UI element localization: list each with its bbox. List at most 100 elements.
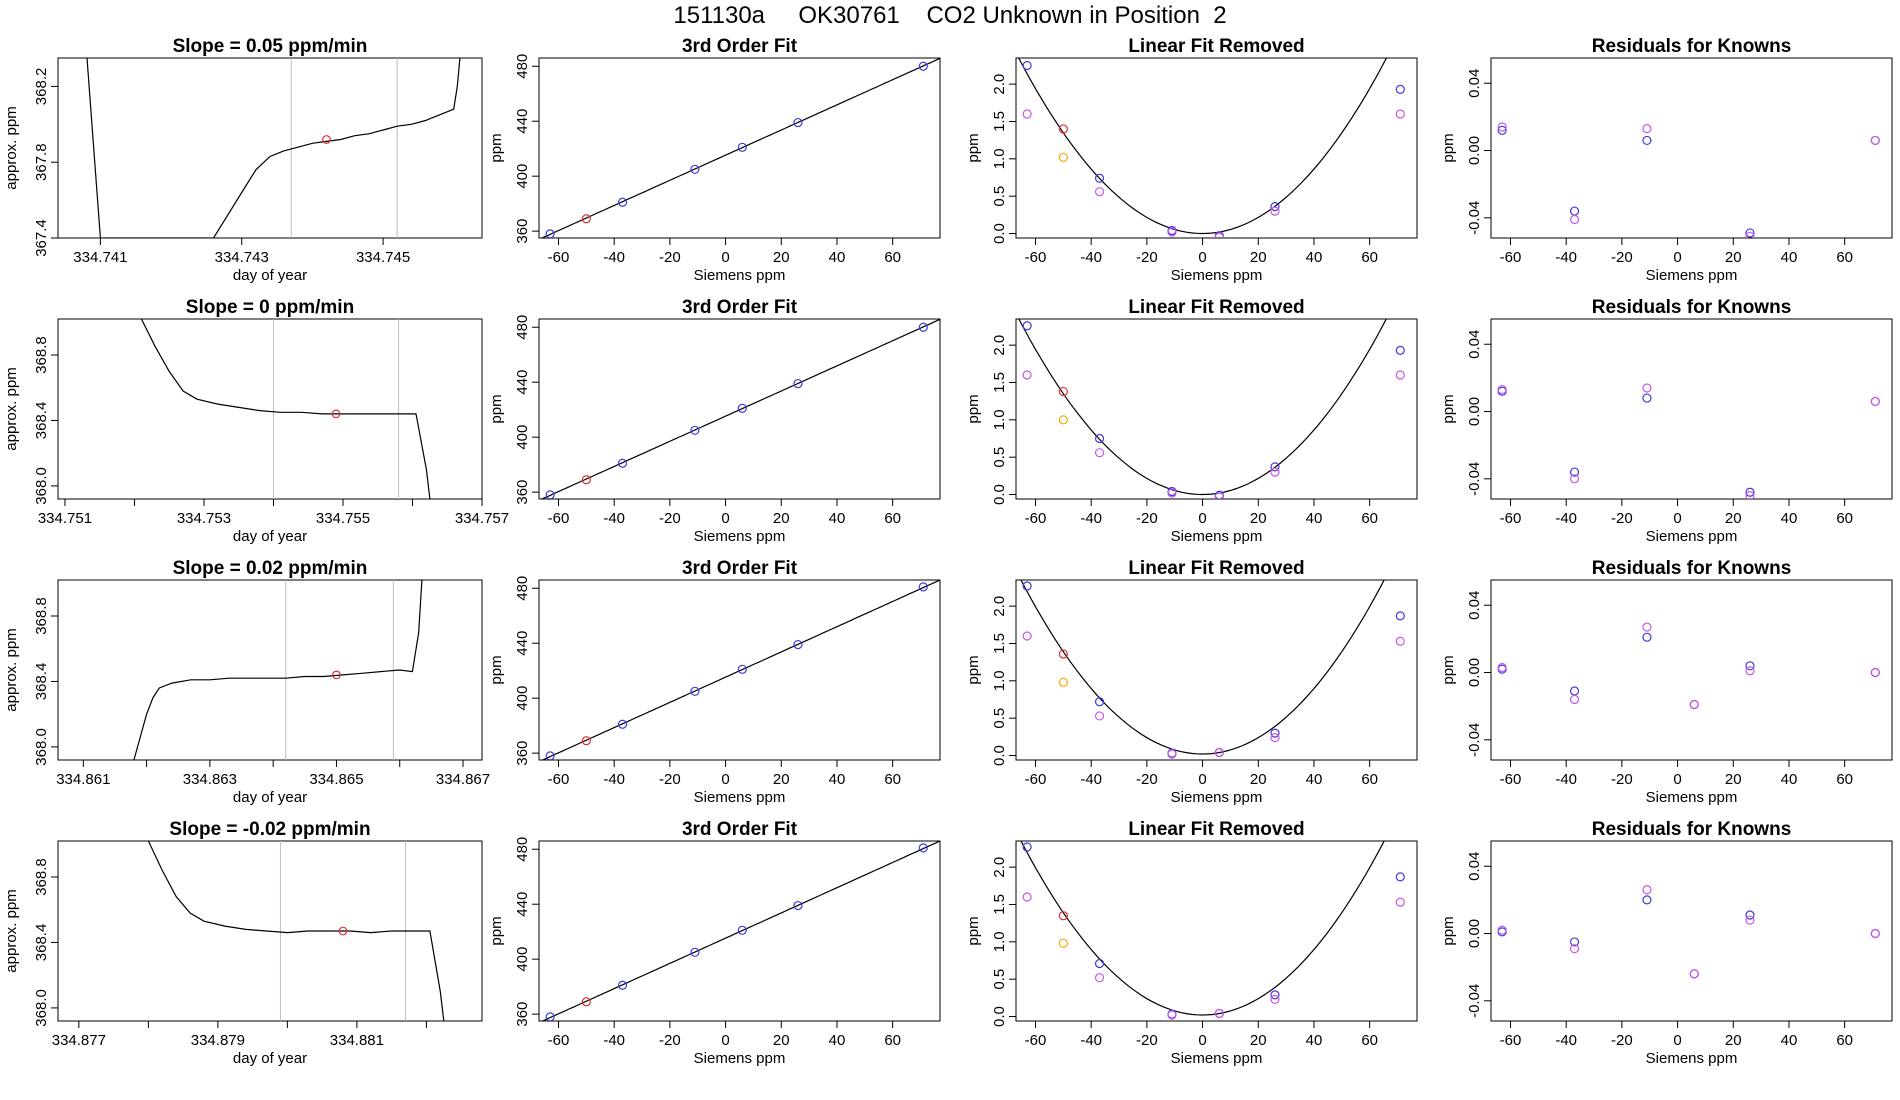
y-axis-label: ppm xyxy=(488,655,505,684)
plot-frame xyxy=(57,57,483,239)
y-axis-label: ppm xyxy=(1440,916,1457,945)
data-point xyxy=(1167,749,1177,759)
panel-3-3: Linear Fit Removed -60 -40 -20 0 20 40 60 Siemen… xyxy=(965,558,1418,806)
plot-area xyxy=(1497,383,1880,499)
data-point xyxy=(1270,728,1280,738)
plot-frame xyxy=(1490,579,1893,761)
y-tick-label: -0.04 xyxy=(1466,201,1483,235)
x-tick-label: 0 xyxy=(1198,1032,1206,1049)
x-tick-label: 334.863 xyxy=(183,771,237,788)
data-point xyxy=(617,458,628,468)
data-point xyxy=(1167,1010,1177,1020)
x-tick-label: -60 xyxy=(1025,249,1047,266)
data-point xyxy=(1395,636,1405,646)
plot-frame xyxy=(57,318,483,500)
data-point xyxy=(581,475,591,485)
data-point xyxy=(1497,662,1507,673)
x-tick-label: -40 xyxy=(1080,1032,1102,1049)
data-point xyxy=(1167,488,1177,498)
data-point xyxy=(581,214,591,224)
plot-frame xyxy=(538,579,941,761)
x-tick-label: 334.757 xyxy=(455,510,509,527)
x-tick-label: 20 xyxy=(1250,510,1267,527)
x-tick-label: 40 xyxy=(1781,1032,1798,1049)
panel-title: Slope = 0.02 ppm/min xyxy=(173,558,368,579)
plot-area xyxy=(86,58,461,238)
y-tick-label: 400 xyxy=(514,947,531,972)
panel-title: 3rd Order Fit xyxy=(682,819,798,840)
data-point xyxy=(545,1012,555,1021)
y-tick-label: 360 xyxy=(514,741,531,766)
x-tick-label: 40 xyxy=(829,771,846,788)
data-point xyxy=(1642,895,1652,905)
data-point xyxy=(1094,173,1105,183)
data-point xyxy=(322,135,331,144)
y-axis-label: ppm xyxy=(488,394,505,423)
data-point xyxy=(1569,944,1580,954)
x-tick-label: -60 xyxy=(548,510,570,527)
data-point xyxy=(1094,697,1105,707)
plot-area xyxy=(147,841,445,1021)
x-tick-label: -40 xyxy=(603,771,625,788)
data-point xyxy=(1745,666,1755,676)
x-tick-label: 60 xyxy=(1836,249,1853,266)
y-tick-label: 440 xyxy=(514,109,531,134)
data-point xyxy=(1094,973,1105,983)
x-tick-label: -20 xyxy=(659,1032,681,1049)
data-point xyxy=(1214,1008,1224,1019)
data-point xyxy=(1022,892,1032,902)
panel-title: Slope = 0 ppm/min xyxy=(186,297,354,318)
panel-title: Slope = 0.05 ppm/min xyxy=(173,36,368,57)
y-tick-label: 368.0 xyxy=(33,728,50,766)
x-tick-label: -40 xyxy=(1080,249,1102,266)
y-axis-label: ppm xyxy=(1440,655,1457,684)
x-tick-label: 60 xyxy=(884,249,901,266)
x-tick-label: -40 xyxy=(1080,771,1102,788)
x-tick-label: -60 xyxy=(1500,249,1522,266)
data-point xyxy=(581,997,591,1007)
data-point xyxy=(1094,958,1105,969)
data-point xyxy=(1745,487,1755,497)
data-point xyxy=(1214,492,1224,499)
panel-title: Residuals for Knowns xyxy=(1592,297,1792,318)
y-tick-label: 0.5 xyxy=(991,447,1008,468)
x-tick-label: -40 xyxy=(603,1032,625,1049)
y-axis-label: ppm xyxy=(965,916,982,945)
panel-1-4: Residuals for Knowns -60 -40 -20 0 20 40 60 Siem… xyxy=(1440,36,1893,284)
x-tick-label: -60 xyxy=(548,249,570,266)
data-point xyxy=(617,197,628,207)
data-point xyxy=(1395,370,1405,380)
y-axis-label: ppm xyxy=(1440,394,1457,423)
y-tick-label: 0.00 xyxy=(1466,136,1483,165)
x-tick-label: -60 xyxy=(1500,1032,1522,1049)
panel-title: Residuals for Knowns xyxy=(1592,558,1792,579)
x-tick-label: 0 xyxy=(721,510,729,527)
fit-line xyxy=(1018,319,1387,496)
y-tick-label: 400 xyxy=(514,164,531,189)
y-tick-label: 1.5 xyxy=(991,111,1008,132)
x-tick-label: 20 xyxy=(1250,249,1267,266)
x-tick-label: 20 xyxy=(1725,771,1742,788)
data-point xyxy=(1497,122,1507,132)
y-axis-label: ppm xyxy=(965,655,982,684)
x-tick-label: 20 xyxy=(773,1032,790,1049)
data-point xyxy=(331,409,341,419)
y-axis-label: ppm xyxy=(965,133,982,162)
data-point xyxy=(1395,611,1405,621)
y-tick-label: 368.8 xyxy=(33,336,50,374)
series-line xyxy=(86,58,461,238)
plot-frame xyxy=(1015,318,1418,500)
y-axis-label: ppm xyxy=(1440,133,1457,162)
x-axis-label: Siemens ppm xyxy=(694,528,786,545)
panel-title: Linear Fit Removed xyxy=(1128,558,1304,579)
x-tick-label: 60 xyxy=(1361,1032,1378,1049)
x-tick-label: -20 xyxy=(1136,249,1158,266)
x-axis-label: Siemens ppm xyxy=(694,789,786,806)
x-axis-label: Siemens ppm xyxy=(1171,267,1263,284)
data-point xyxy=(1497,925,1507,935)
y-axis-label: ppm xyxy=(488,133,505,162)
x-tick-label: 60 xyxy=(1361,771,1378,788)
y-tick-label: 0.04 xyxy=(1466,69,1483,98)
data-point xyxy=(918,61,928,71)
data-point xyxy=(793,117,803,128)
